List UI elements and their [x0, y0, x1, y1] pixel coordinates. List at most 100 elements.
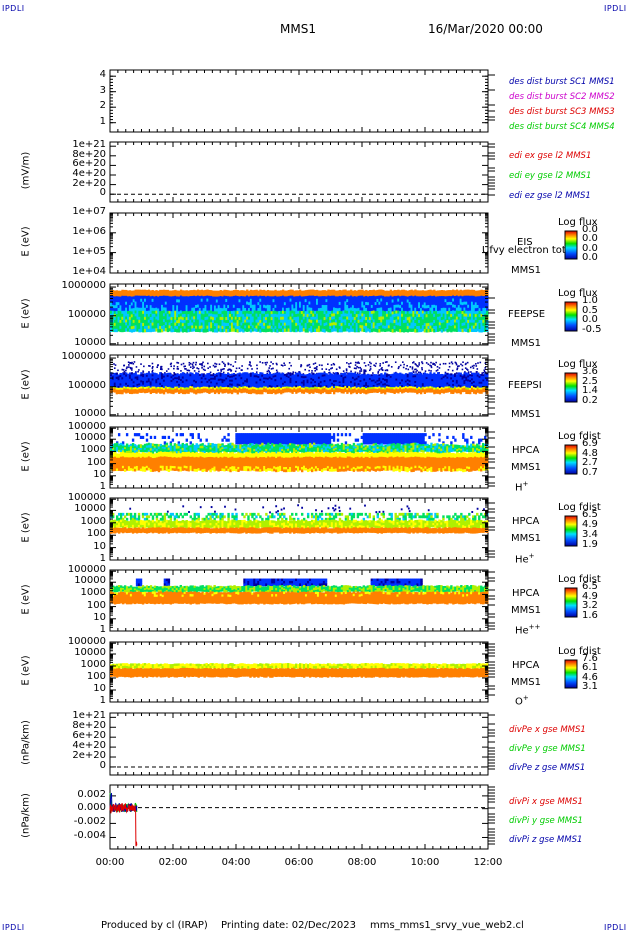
- heatmap-cell: [110, 319, 113, 323]
- heatmap-cell: [314, 293, 317, 297]
- heatmap-cell: [147, 295, 151, 300]
- heatmap-cell: [368, 323, 372, 327]
- heatmap-cell: [142, 310, 145, 315]
- heatmap-cell: [285, 290, 289, 294]
- heatmap-cell: [232, 292, 236, 297]
- heatmap-cell: [336, 329, 340, 333]
- heatmap-cell: [404, 307, 408, 312]
- heatmap-cell: [200, 304, 204, 309]
- heatmap-cell: [183, 311, 186, 315]
- heatmap-cell: [217, 302, 221, 306]
- heatmap-cell: [229, 296, 232, 300]
- heatmap-cell: [344, 304, 347, 308]
- heatmap-cell: [317, 322, 321, 327]
- heatmap-cell: [412, 293, 415, 297]
- heatmap-cell: [204, 326, 207, 330]
- heatmap-cell: [287, 316, 290, 320]
- heatmap-cell: [367, 328, 370, 332]
- heatmap-cell: [416, 311, 419, 315]
- heatmap-cell: [136, 328, 139, 332]
- heatmap-cell: [412, 290, 415, 294]
- heatmap-cell: [302, 313, 306, 317]
- heatmap-cell: [399, 296, 402, 300]
- heatmap-cell: [240, 290, 243, 294]
- heatmap-cell: [291, 325, 294, 329]
- heatmap-cell: [221, 368, 224, 371]
- heatmap-cell: [151, 298, 154, 303]
- heatmap-cell: [280, 302, 283, 306]
- heatmap-cell: [406, 302, 410, 306]
- heatmap-cell: [316, 301, 319, 306]
- heatmap-cell: [404, 296, 408, 300]
- heatmap-cell: [357, 289, 360, 294]
- heatmap-cell: [456, 368, 458, 371]
- heatmap-cell: [329, 295, 332, 300]
- heatmap-cell: [249, 289, 253, 294]
- heatmap-cell: [287, 328, 290, 332]
- heatmap-cell: [121, 307, 124, 312]
- heatmap-cell: [418, 290, 421, 294]
- colorbar-feepse: [564, 301, 578, 332]
- heatmap-cell: [259, 316, 262, 321]
- heatmap-cell: [157, 299, 160, 303]
- heatmap-cell: [283, 299, 287, 303]
- heatmap-cell: [389, 328, 393, 333]
- heatmap-cell: [363, 322, 366, 327]
- heatmap-cell: [297, 302, 300, 306]
- heatmap-cell: [121, 289, 124, 294]
- heatmap-cell: [117, 299, 120, 303]
- heatmap-cell: [242, 302, 245, 306]
- heatmap-cell: [374, 313, 377, 318]
- heatmap-cell: [138, 292, 141, 297]
- heatmap-cell: [327, 301, 330, 306]
- heatmap-cell: [153, 310, 156, 315]
- heatmap-cell: [312, 295, 315, 299]
- heatmap-cell: [200, 319, 204, 323]
- heatmap-cell: [342, 328, 345, 332]
- heatmap-cell: [207, 367, 209, 370]
- heatmap-cell: [353, 302, 357, 306]
- heatmap-cell: [349, 366, 351, 368]
- heatmap-cell: [170, 314, 173, 318]
- heatmap-cell: [323, 320, 326, 324]
- heatmap-cell: [238, 299, 241, 303]
- heatmap-cell: [408, 307, 411, 312]
- heatmap-cell: [385, 310, 389, 315]
- heatmap-cell: [257, 313, 260, 318]
- heatmap-cell: [334, 299, 338, 303]
- heatmap-cell: [147, 310, 151, 315]
- heatmap-cell: [348, 328, 351, 333]
- heatmap-cell: [295, 293, 298, 297]
- heatmap-cell: [115, 316, 118, 321]
- heatmap-cell: [385, 293, 389, 297]
- heatmap-cell: [230, 296, 234, 300]
- heatmap-cell: [221, 305, 224, 309]
- heatmap-cell: [331, 295, 334, 300]
- heatmap-cell: [266, 295, 270, 300]
- heatmap-cell: [159, 295, 162, 300]
- heatmap-cell: [219, 298, 222, 303]
- heatmap-cell: [125, 322, 128, 326]
- heatmap-cell: [217, 316, 221, 321]
- heatmap-cell: [204, 314, 207, 318]
- heatmap-cell: [240, 293, 243, 297]
- heatmap-cell: [295, 325, 298, 330]
- heatmap-cell: [166, 298, 169, 303]
- heatmap-cell: [208, 298, 211, 303]
- heatmap-cell: [302, 316, 306, 320]
- heatmap-cell: [393, 295, 396, 300]
- heatmap-cell: [302, 310, 306, 315]
- heatmap-cell: [123, 313, 126, 318]
- heatmap-cell: [406, 314, 410, 318]
- heatmap-cell: [229, 328, 232, 332]
- heatmap-cell: [132, 322, 135, 327]
- heatmap-cell: [263, 292, 266, 297]
- heatmap-cell: [234, 298, 238, 302]
- heatmap-cell: [367, 325, 370, 329]
- heatmap-cell: [236, 305, 239, 309]
- heatmap-cell: [193, 289, 196, 294]
- heatmap-cell: [401, 319, 404, 324]
- heatmap-cell: [259, 298, 262, 303]
- heatmap-cell: [336, 317, 340, 321]
- heatmap-cell: [217, 299, 221, 303]
